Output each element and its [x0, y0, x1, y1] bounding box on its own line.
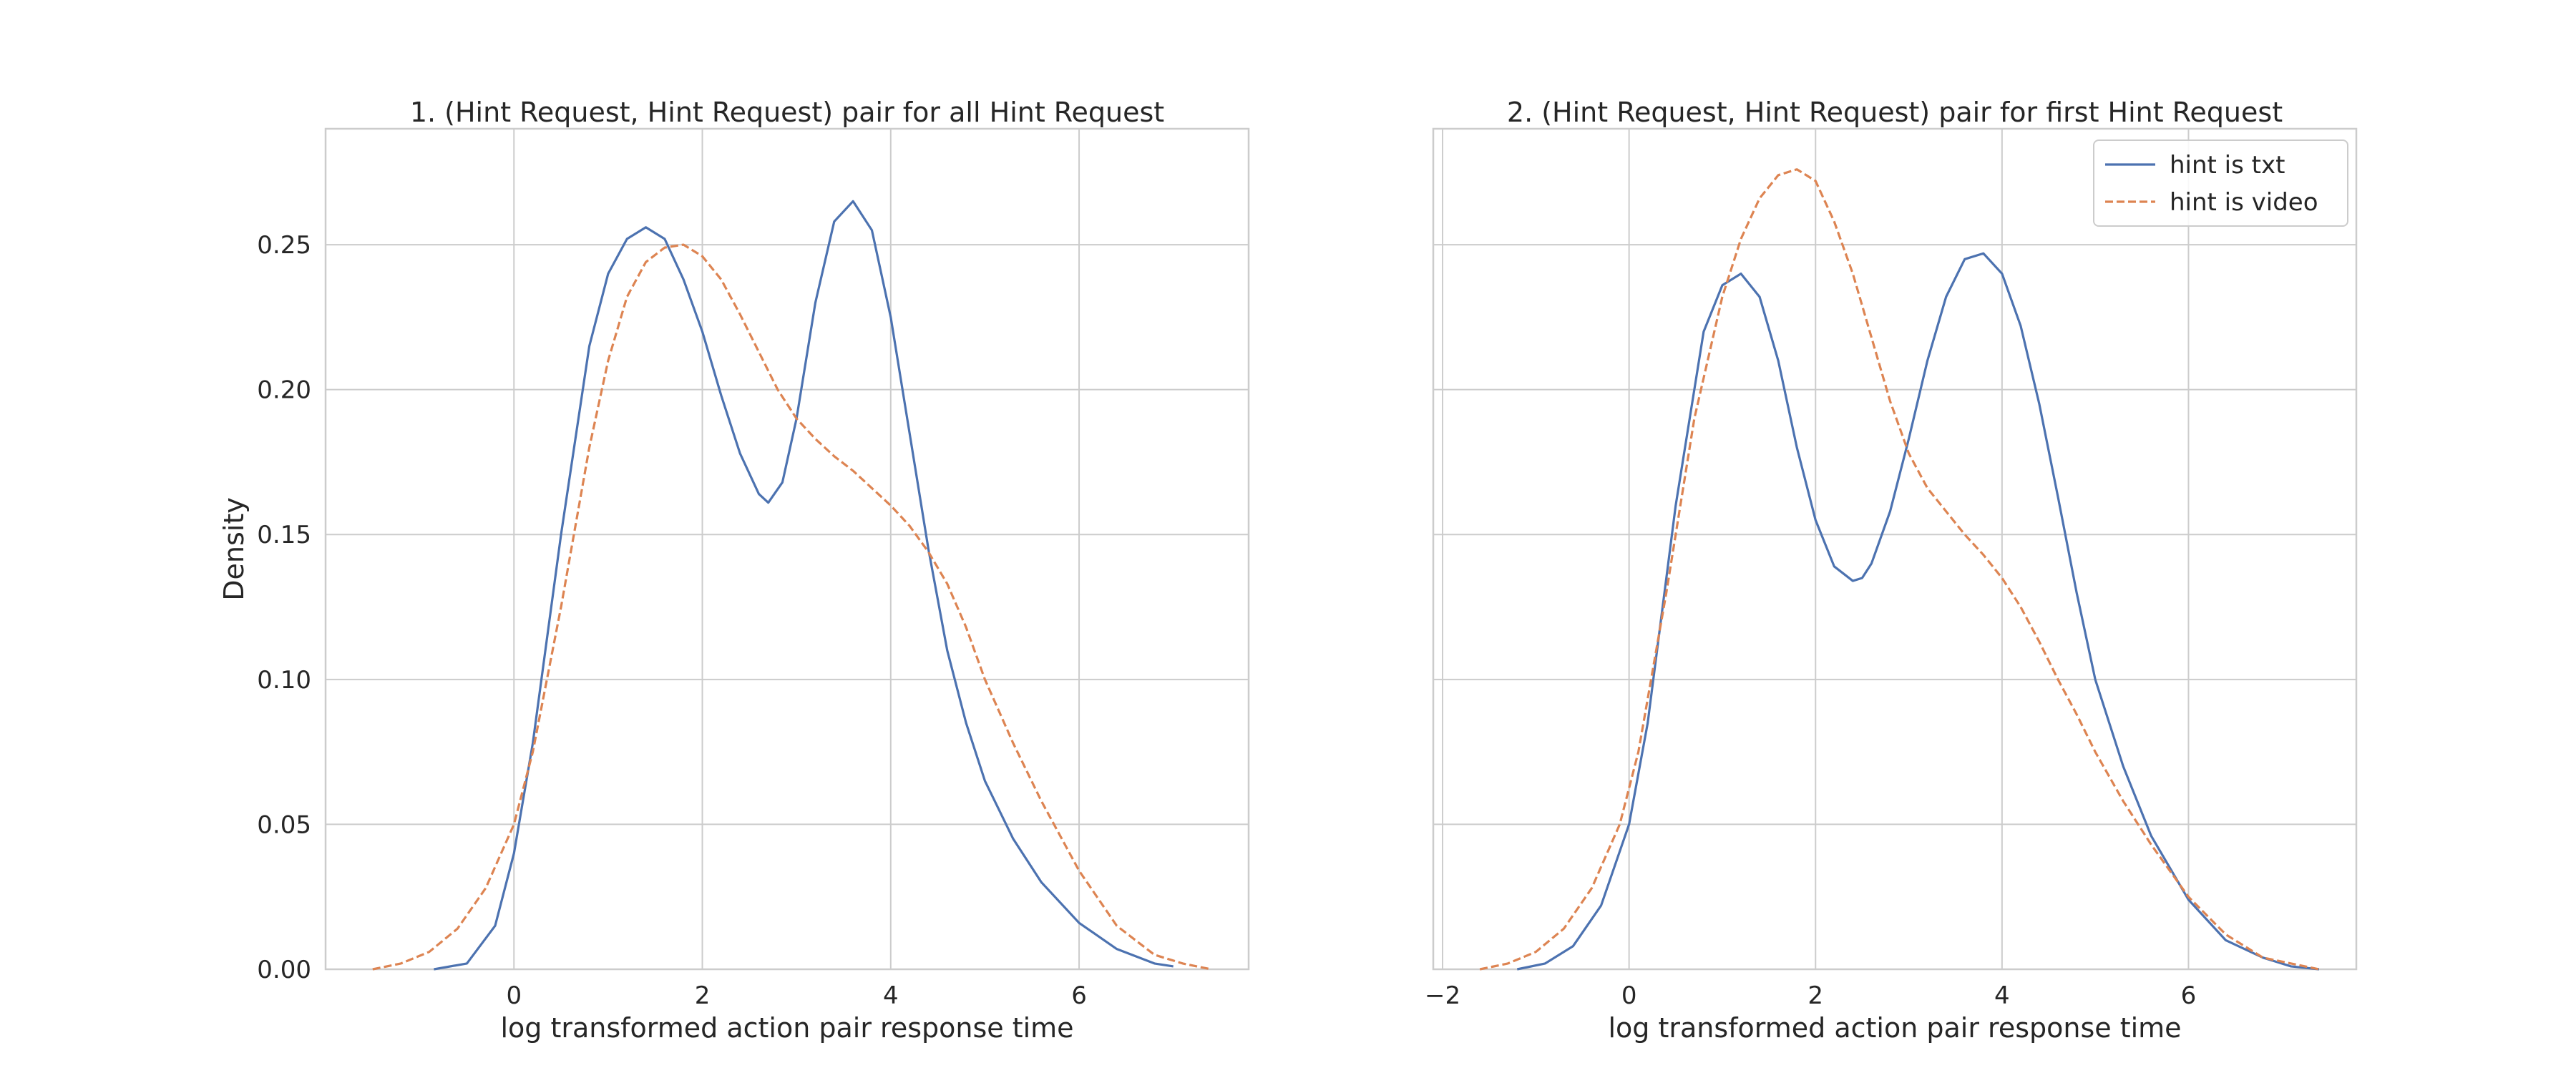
chart-title: 2. (Hint Request, Hint Request) pair for…: [1507, 97, 2283, 128]
subplot-1: 0 2 4 6 0.00 0.05 0.10 0.15 0.20 0.25 1. (Hint Req…: [218, 97, 1250, 1044]
y-axis-label: Density: [218, 497, 250, 600]
plot-frame: [324, 127, 1250, 971]
x-tick-label: 2: [1807, 981, 1823, 1010]
y-tick-label: 0.10: [257, 666, 311, 695]
series-line-hint-video: [372, 243, 1211, 971]
x-tick-label: 2: [695, 981, 711, 1010]
legend-box: [2093, 139, 2348, 227]
y-tick-label: 0.00: [257, 956, 311, 984]
legend: hint is txt hint is video: [2093, 139, 2348, 227]
x-axis-label: log transformed action pair response tim…: [500, 1012, 1073, 1044]
legend-label: hint is video: [2170, 188, 2318, 217]
x-tick-label: 6: [2181, 981, 2197, 1010]
x-tick-label: 0: [506, 981, 522, 1010]
plot-frame: [1432, 127, 2358, 971]
y-tick-label: 0.15: [257, 521, 311, 549]
x-tick-label: 4: [1994, 981, 2010, 1010]
x-axis-label: log transformed action pair response tim…: [1608, 1012, 2181, 1044]
legend-label: hint is txt: [2170, 151, 2285, 180]
y-tick-label: 0.05: [257, 810, 311, 839]
series-line-hint-video: [1479, 168, 2320, 971]
x-tick-label: −2: [1425, 981, 1460, 1010]
x-tick-label: 4: [883, 981, 899, 1010]
series-line-hint-txt: [1516, 252, 2320, 971]
series-line-hint-txt: [434, 200, 1174, 971]
subplot-2: −2 0 2 4 6 2. (Hint Request, Hint Request) pa…: [1425, 97, 2358, 1044]
y-tick-label: 0.20: [257, 376, 311, 405]
chart-title: 1. (Hint Request, Hint Request) pair for…: [410, 97, 1164, 128]
y-tick-label: 0.25: [257, 231, 311, 260]
x-tick-label: 6: [1071, 981, 1087, 1010]
x-tick-label: 0: [1621, 981, 1637, 1010]
